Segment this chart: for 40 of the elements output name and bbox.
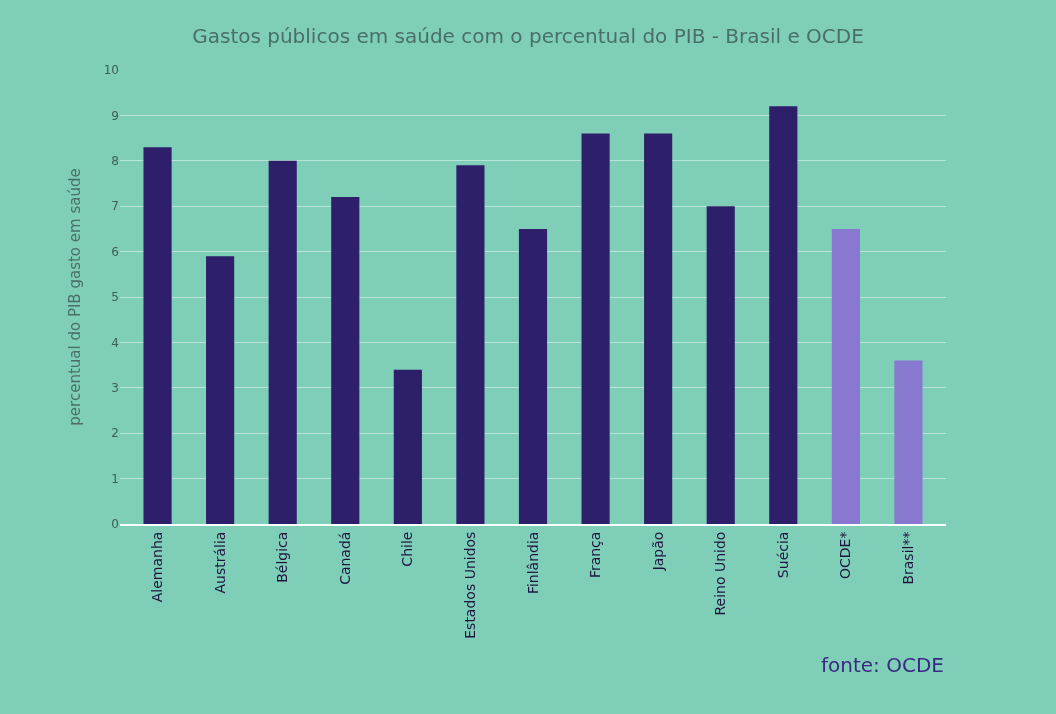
bar — [706, 206, 735, 524]
y-tick-label: 7 — [111, 199, 119, 214]
bar — [143, 147, 172, 524]
y-tick-label: 6 — [111, 244, 119, 259]
x-tick-label: Reino Unido — [712, 531, 729, 616]
y-tick-label: 9 — [111, 108, 119, 123]
x-tick-label: Chile — [399, 531, 416, 567]
x-tick-label: Estados Unidos — [461, 531, 478, 639]
y-tick-label: 2 — [111, 426, 119, 441]
x-tick-label: Brasil** — [900, 531, 916, 585]
bar — [456, 165, 485, 524]
x-tick-label: Japão — [649, 531, 666, 572]
x-tick-label: Alemanha — [149, 531, 166, 603]
bar — [831, 228, 860, 524]
x-tick-label: Suécia — [774, 531, 791, 579]
source-note: fonte: OCDE — [821, 653, 944, 677]
x-tick-label: Canadá — [336, 531, 353, 585]
y-tick-label: 8 — [111, 154, 119, 168]
y-tick-label: 0 — [111, 517, 119, 532]
bar — [518, 228, 548, 524]
y-tick-label: 3 — [111, 381, 119, 395]
bar — [644, 133, 673, 524]
x-tick-label: OCDE* — [837, 531, 854, 580]
y-tick-label: 1 — [111, 471, 119, 486]
y-tick-label: 10 — [103, 63, 119, 78]
bar — [268, 160, 297, 524]
x-tick-label: Austrália — [211, 531, 228, 594]
x-tick-label: Finlândia — [524, 531, 541, 595]
y-axis-title: percentual do PIB gasto em saúde — [66, 168, 84, 426]
y-tick-label: 5 — [111, 290, 119, 305]
bar — [331, 197, 360, 524]
y-tick-label: 4 — [111, 335, 119, 350]
bar — [393, 369, 422, 524]
chart-title: Gastos públicos em saúde com o percentual do PIB - Brasil e OCDE — [192, 23, 864, 48]
bar — [206, 256, 235, 524]
bar — [581, 133, 610, 524]
bar — [769, 106, 798, 524]
x-tick-label: França — [587, 531, 604, 579]
x-tick-label: Bélgica — [274, 531, 291, 583]
bar — [894, 360, 923, 524]
